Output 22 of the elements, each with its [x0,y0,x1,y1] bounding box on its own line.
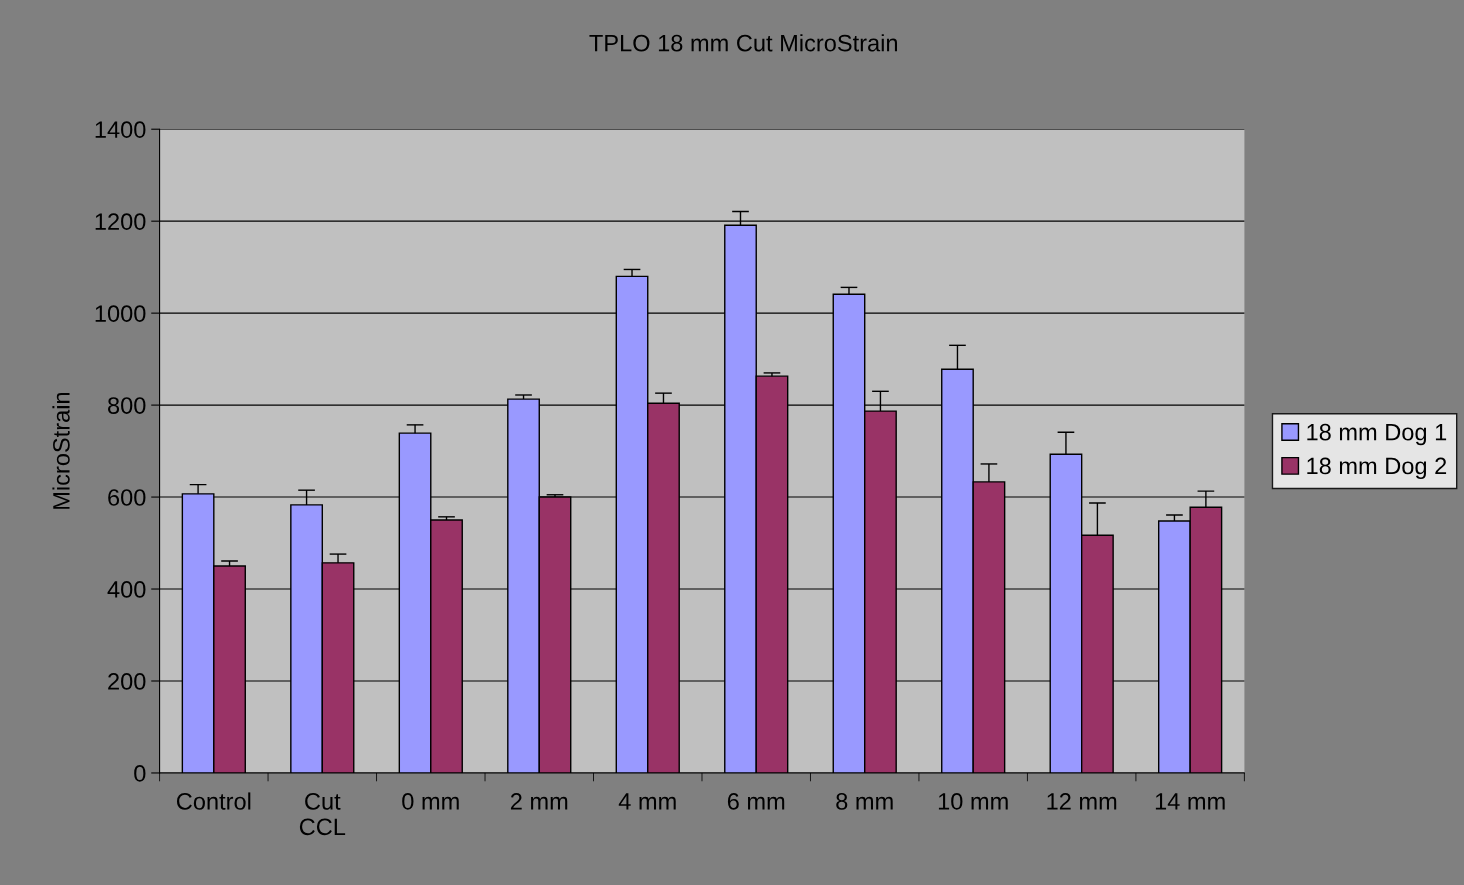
legend-label: 18 mm Dog 2 [1307,457,1447,479]
x-tick-label: 6 mm [727,793,785,810]
x-tick-label: 10 mm [938,793,1008,810]
y-tick-label: 400 [107,581,146,598]
y-tick-label: 0 [134,765,146,782]
x-tick-label: 12 mm [1047,793,1117,810]
x-tick-label: 14 mm [1155,793,1225,810]
legend-label: 18 mm Dog 1 [1307,423,1447,446]
x-tick-label: 2 mm [510,793,568,810]
y-tick-label: 200 [108,673,146,690]
y-tick-label: 600 [108,489,146,506]
x-tick-label: 8 mm [836,793,893,810]
y-tick-label: 1000 [95,305,146,322]
x-tick-label: Control [176,792,251,810]
x-tick-label: Cut CCL [299,793,346,836]
y-axis-title: MicroStrain [52,392,70,509]
y-tick-label: 1200 [95,213,146,230]
y-tick-label: 800 [108,397,146,414]
x-tick-label: 4 mm [618,793,676,810]
y-tick-label: 1400 [95,121,146,138]
chart-title: TPLO 18 mm Cut MicroStrain [589,34,898,52]
x-tick-label: 0 mm [402,793,459,810]
